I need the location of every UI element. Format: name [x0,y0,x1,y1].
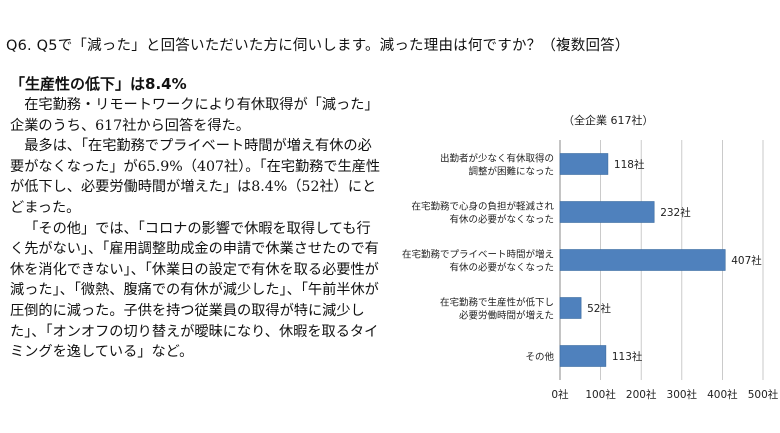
chart-title: （全企業 617社） [563,113,654,127]
article-body: 在宅勤務・リモートワークにより有休取得が「減った」企業のうち、617社から回答を… [10,95,382,363]
article-paragraph: 最多は、「在宅勤務でプライベート時間が増え有休の必要がなくなった」が65.9%（… [10,138,381,216]
data-label: 407社 [731,254,762,267]
x-tick-label: 300社 [667,388,698,401]
category-label: 在宅勤務でプライベート時間が増え [402,249,554,261]
question-heading: Q6. Q5で「減った」と回答いただいた方に伺いします。減った理由は何ですか？（… [6,38,630,54]
category-label: 有休の必要がなくなった [449,214,554,226]
x-tick-label: 500社 [748,388,779,401]
bar [559,153,609,175]
category-label: 有休の必要がなくなった [449,262,554,274]
article-paragraph: 「その他」では、「コロナの影響で休暇を取得しても行く先がない」、「雇用調整助成金… [10,220,379,361]
bar-chart: （全企業 617社） 0社 100社 200社 300社 400社 500社 118社 出勤者が… [402,113,779,401]
bar [559,297,582,319]
category-label: 出勤者が少なく有休取得の [440,153,554,165]
x-tick-label: 200社 [626,388,657,401]
data-label: 113社 [612,350,643,363]
bar [559,249,726,271]
article-paragraph: 在宅勤務・リモートワークにより有休取得が「減った」企業のうち、617社から回答を… [10,97,379,134]
bar [559,345,607,367]
category-label: その他 [525,351,554,363]
category-label: 在宅勤務で心身の負担が軽減され [411,201,554,213]
data-label: 118社 [614,158,645,171]
x-tick-label: 100社 [585,388,616,401]
data-label: 232社 [660,206,691,219]
x-tick-label: 400社 [707,388,738,401]
data-label: 52社 [587,302,611,315]
article-heading: 「生産性の低下」は8.4% [10,75,187,93]
bar [559,201,655,223]
category-label: 調整が困難になった [468,166,554,178]
category-label: 必要労働時間が増えた [459,310,554,322]
category-label: 在宅勤務で生産性が低下し [440,297,554,309]
chart-area: （全企業 617社） 0社 100社 200社 300社 400社 500社 118社 出勤者が… [385,100,780,429]
x-tick-label: 0社 [551,388,569,401]
